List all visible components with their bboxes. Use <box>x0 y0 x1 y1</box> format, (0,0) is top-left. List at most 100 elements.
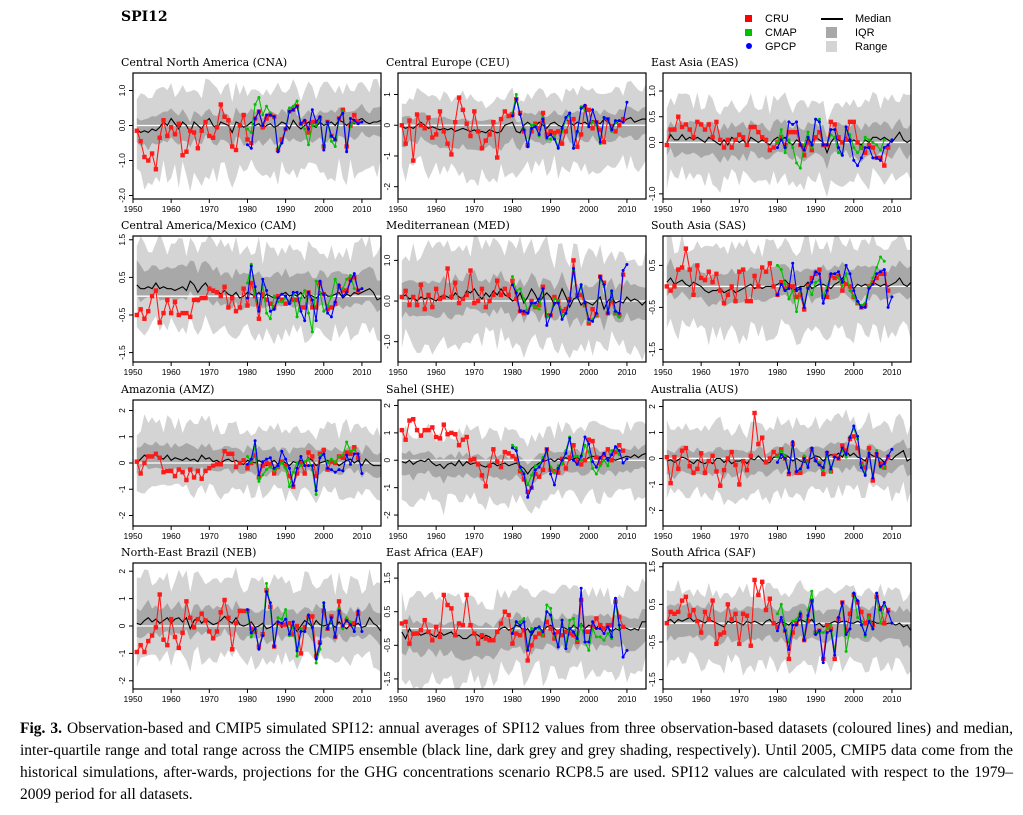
cru-point <box>767 596 773 601</box>
cru-point <box>571 258 576 263</box>
cmap-point <box>787 297 791 301</box>
gpcp-point <box>314 319 318 323</box>
gpcp-point <box>549 613 553 617</box>
cru-point <box>695 466 700 472</box>
cru-point <box>540 284 546 290</box>
y-tick-label: 1.5 <box>117 234 127 246</box>
gpcp-point <box>833 128 837 132</box>
y-tick-label: 1 <box>382 430 392 435</box>
x-tick-label: 2010 <box>617 531 636 541</box>
y-tick-label: 2 <box>647 404 657 409</box>
plot-frame <box>662 399 912 527</box>
cru-point <box>878 271 883 276</box>
y-tick-label: -2.0 <box>117 188 127 203</box>
cru-point <box>464 292 469 298</box>
gpcp-point <box>541 458 545 462</box>
cmap-point <box>314 661 318 665</box>
cru-point <box>533 121 538 126</box>
cmap-point <box>284 466 288 470</box>
gpcp-point <box>261 634 265 638</box>
cmap-point <box>291 104 295 108</box>
cru-point <box>437 109 443 114</box>
cru-point <box>472 300 477 306</box>
gpcp-point <box>333 138 337 141</box>
gpcp-point <box>307 290 311 294</box>
cmap-point <box>329 139 333 143</box>
cmap-point <box>329 294 333 298</box>
gpcp-point <box>356 609 360 613</box>
cru-point <box>422 427 427 433</box>
panel-title: Central America/Mexico (CAM) <box>121 219 296 232</box>
cru-point <box>214 290 220 295</box>
gpcp-point <box>545 323 549 327</box>
median-line <box>401 452 646 475</box>
cmap-point <box>341 453 345 457</box>
gpcp-point <box>575 129 579 133</box>
gpcp-point <box>856 599 860 603</box>
cru-point <box>422 126 427 131</box>
cru-point <box>456 300 462 306</box>
cru-point <box>294 623 300 629</box>
cmap-point <box>783 623 787 627</box>
x-tick-label: 1970 <box>465 694 484 704</box>
gpcp-point <box>310 625 314 629</box>
cru-point <box>863 150 868 155</box>
y-tick-label: 0 <box>382 458 392 463</box>
cru-point <box>399 123 405 128</box>
cmap-point <box>833 135 837 139</box>
cru-point <box>149 151 155 156</box>
cru-point <box>878 461 883 466</box>
gpcp-point <box>837 270 841 274</box>
cru-point <box>843 282 849 287</box>
cru-point <box>813 135 818 140</box>
gpcp-point <box>537 625 541 629</box>
gpcp-point <box>871 476 875 480</box>
cmap-point <box>882 138 886 142</box>
cru-point <box>601 626 607 631</box>
x-tick-label: 2000 <box>844 367 863 377</box>
cru-point <box>613 449 618 455</box>
cmap-point <box>594 635 598 639</box>
cmap-point <box>837 276 841 280</box>
cru-point <box>195 616 201 622</box>
x-tick-label: 1960 <box>692 531 711 541</box>
y-tick-label: -1.5 <box>117 345 127 360</box>
gpcp-point <box>606 311 610 315</box>
gpcp-point <box>779 453 783 457</box>
gpcp-point <box>568 627 572 631</box>
x-tick-label: 2000 <box>844 531 863 541</box>
cru-point <box>847 611 853 616</box>
cmap-point <box>775 263 779 267</box>
gpcp-point <box>348 623 352 627</box>
cru-point <box>575 144 580 149</box>
cru-point <box>460 622 466 628</box>
cru-point <box>302 305 307 310</box>
cru-point <box>479 633 485 638</box>
x-tick-label: 1960 <box>692 367 711 377</box>
cru-point <box>718 483 723 488</box>
cru-point <box>702 127 708 132</box>
gpcp-point <box>510 114 514 118</box>
plot-area <box>133 78 381 192</box>
cru-point <box>771 620 776 626</box>
gpcp-point <box>859 305 863 309</box>
x-tick-label: 1970 <box>730 531 749 541</box>
gpcp-point <box>810 280 814 284</box>
gpcp-point <box>625 457 629 461</box>
gpcp-point <box>245 296 249 300</box>
gpcp-point <box>791 261 795 265</box>
gpcp-point <box>806 135 810 139</box>
x-tick-label: 1970 <box>200 367 219 377</box>
gpcp-point <box>545 136 549 140</box>
cru-point <box>594 616 599 621</box>
cru-point <box>291 297 296 303</box>
cru-point <box>214 462 220 467</box>
gpcp-point <box>549 132 553 136</box>
gpcp-point <box>810 599 814 603</box>
cru-point <box>540 110 546 116</box>
y-tick-label: 0.5 <box>647 598 657 610</box>
cru-point <box>563 129 569 134</box>
gpcp-point <box>284 127 288 131</box>
cmap-point <box>280 617 284 621</box>
panel-grid: Central North America (CNA) 1950 1960 1970 1… <box>117 56 912 704</box>
